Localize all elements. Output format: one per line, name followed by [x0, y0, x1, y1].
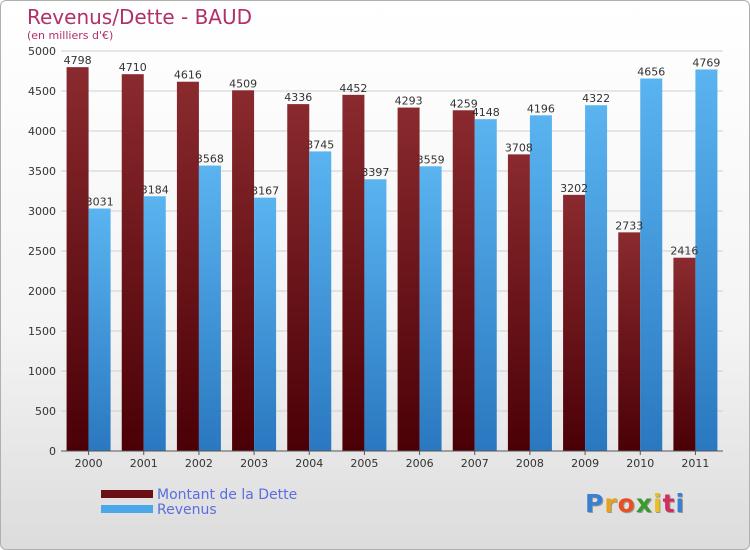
x-tick-label: 2006	[406, 457, 434, 470]
logo-letter: o	[617, 489, 636, 518]
data-label: 4656	[637, 66, 665, 79]
logo-letter: r	[604, 489, 618, 518]
y-tick-label: 5000	[28, 45, 56, 58]
bar-revenus-2008	[529, 115, 552, 451]
y-tick-label: 1500	[28, 325, 56, 338]
bars	[66, 67, 718, 452]
bar-dette-2010	[618, 232, 641, 451]
logo-letter: i	[675, 489, 686, 518]
logo-letter: x	[635, 489, 653, 518]
y-tick-label: 4000	[28, 125, 56, 138]
data-label: 3397	[361, 166, 389, 179]
bar-revenus-2006	[419, 166, 442, 451]
data-label: 4769	[692, 56, 720, 69]
legend-swatch-revenus	[101, 505, 153, 513]
y-tick-label: 500	[35, 405, 56, 418]
data-label: 3202	[560, 182, 588, 195]
bar-revenus-2002	[198, 165, 221, 451]
x-tick-label: 2003	[240, 457, 268, 470]
bar-dette-2002	[176, 81, 199, 451]
bar-revenus-2000	[88, 208, 111, 451]
bar-dette-2009	[563, 194, 586, 451]
y-tick-label: 2000	[28, 285, 56, 298]
data-label: 3031	[86, 196, 114, 209]
bar-dette-2003	[232, 90, 255, 451]
bar-dette-2005	[342, 94, 365, 451]
data-labels: 4798 3031 4710 3184 4616 3568 4509 3167 4336 3745…	[64, 54, 721, 258]
y-tick-label: 2500	[28, 245, 56, 258]
bar-dette-2004	[287, 104, 310, 452]
data-label: 3559	[417, 153, 445, 166]
x-tick-label: 2010	[626, 457, 654, 470]
x-tick-label: 2009	[571, 457, 599, 470]
bar-dette-2000	[66, 67, 89, 451]
chart-title: Revenus/Dette - BAUD	[27, 5, 253, 29]
bar-revenus-2003	[254, 197, 277, 451]
data-label: 3167	[251, 185, 279, 198]
data-label: 2733	[615, 219, 643, 232]
x-tick-label: 2008	[516, 457, 544, 470]
y-tick-label: 1000	[28, 365, 56, 378]
x-tick-label: 2001	[130, 457, 158, 470]
bar-revenus-2011	[695, 69, 718, 451]
bar-dette-2007	[452, 110, 475, 451]
data-label: 3708	[505, 141, 533, 154]
data-label: 4148	[472, 106, 500, 119]
bar-revenus-2001	[143, 196, 166, 451]
bar-dette-2011	[673, 257, 696, 451]
data-label: 4196	[527, 102, 555, 115]
y-tick-label: 0	[49, 445, 56, 458]
legend-label-dette: Montant de la Dette	[157, 487, 298, 503]
bar-revenus-2004	[309, 151, 332, 451]
y-tick-label: 3000	[28, 205, 56, 218]
y-tick-label: 4500	[28, 85, 56, 98]
x-tick-label: 2004	[295, 457, 323, 470]
x-tick-label: 2002	[185, 457, 213, 470]
x-tick-label: 2007	[461, 457, 489, 470]
x-tick-label: 2011	[681, 457, 709, 470]
data-label: 3568	[196, 153, 224, 166]
bar-revenus-2010	[640, 78, 663, 452]
y-tick-label: 3500	[28, 165, 56, 178]
data-label: 4452	[339, 82, 367, 95]
data-label: 4259	[450, 97, 478, 110]
logo-letter: t	[662, 489, 676, 518]
bar-dette-2006	[397, 107, 420, 451]
bar-revenus-2007	[474, 119, 497, 451]
data-label: 3745	[306, 138, 334, 151]
y-axis-ticks: 0 500 1000 1500 2000 2500 3000 3500 4000 4500 5000	[28, 45, 56, 458]
proxiti-logo: Proxiti	[585, 489, 685, 518]
bar-revenus-2009	[585, 105, 608, 452]
data-label: 4710	[119, 61, 147, 74]
logo-letter: P	[585, 489, 605, 518]
chart-subtitle: (en milliers d'€)	[27, 29, 114, 42]
data-label: 4798	[64, 54, 92, 67]
data-label: 4616	[174, 69, 202, 82]
logo-letter: i	[653, 489, 663, 518]
x-tick-label: 2000	[75, 457, 103, 470]
x-axis-ticks: 2000 2001 2002 2003 2004 2005 2006 2007 2008 2009…	[75, 451, 709, 470]
bar-dette-2001	[121, 74, 144, 451]
data-label: 2416	[670, 245, 698, 258]
legend-label-revenus: Revenus	[157, 502, 217, 518]
bar-revenus-2005	[364, 179, 387, 452]
x-tick-label: 2005	[350, 457, 378, 470]
legend-swatch-dette	[101, 490, 153, 498]
data-label: 4293	[395, 95, 423, 108]
data-label: 4336	[284, 91, 312, 104]
data-label: 4509	[229, 77, 257, 90]
data-label: 4322	[582, 92, 610, 105]
bar-dette-2008	[507, 154, 530, 452]
data-label: 3184	[141, 183, 169, 196]
